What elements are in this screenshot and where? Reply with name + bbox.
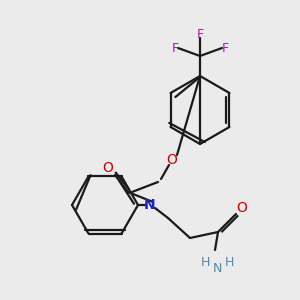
Text: F: F <box>171 41 178 55</box>
Text: F: F <box>196 28 204 41</box>
Text: H: H <box>224 256 234 268</box>
Text: O: O <box>167 153 177 167</box>
Text: O: O <box>103 161 113 175</box>
Text: N: N <box>212 262 222 275</box>
Text: O: O <box>237 201 248 215</box>
Text: H: H <box>200 256 210 268</box>
Text: N: N <box>144 198 156 212</box>
Text: F: F <box>221 41 229 55</box>
